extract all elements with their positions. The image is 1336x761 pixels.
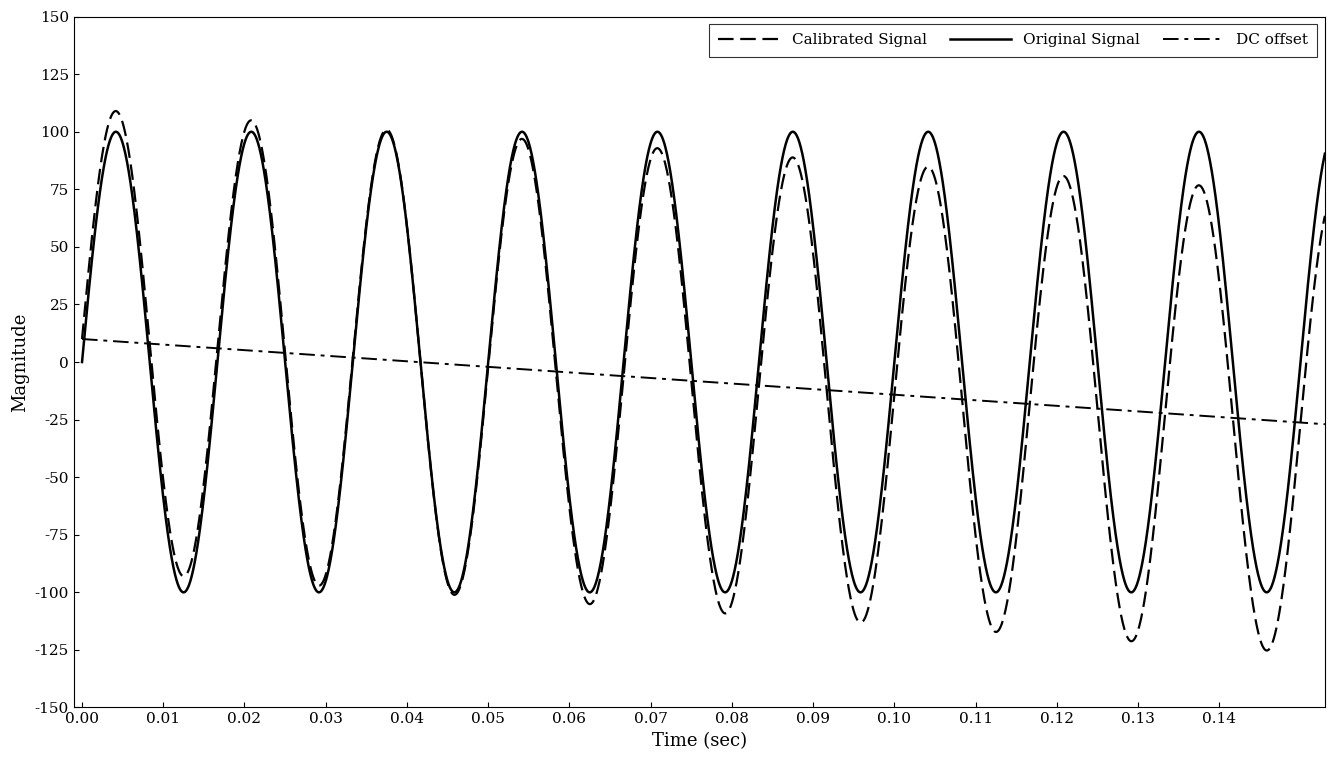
Y-axis label: Magnitude: Magnitude (11, 312, 29, 412)
X-axis label: Time (sec): Time (sec) (652, 732, 747, 750)
Legend: Calibrated Signal, Original Signal, DC offset: Calibrated Signal, Original Signal, DC o… (709, 24, 1317, 56)
